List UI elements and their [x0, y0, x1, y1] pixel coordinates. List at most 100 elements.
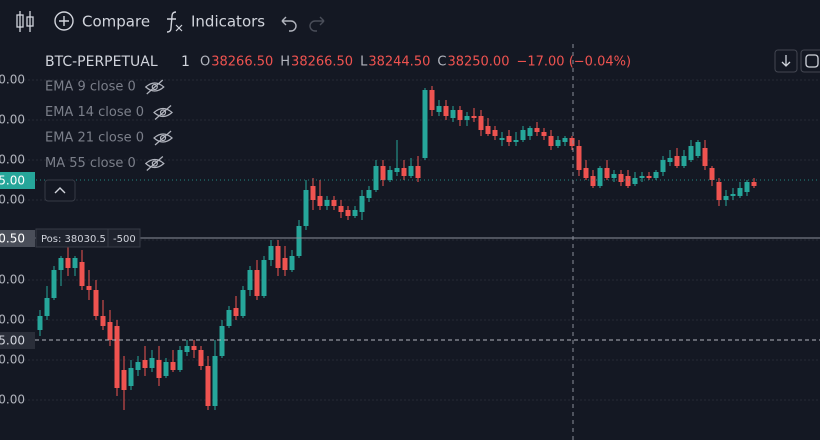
eye-off-icon — [146, 79, 164, 95]
candle-body — [625, 176, 631, 186]
fullscreen-icon — [805, 54, 819, 68]
candle-body — [163, 362, 169, 376]
candle-body — [422, 90, 428, 158]
candle-body — [716, 182, 722, 200]
interval: 1 — [181, 54, 190, 70]
candle-body — [555, 140, 561, 146]
candle-body — [72, 258, 78, 268]
candle-body — [604, 168, 610, 178]
candle-body — [576, 146, 582, 170]
position_line-label: 38235.00 — [0, 334, 25, 348]
candle-body — [520, 130, 526, 140]
indicator-label: EMA 9 close 0 — [45, 80, 136, 95]
candle-body — [296, 226, 302, 256]
eye-off-icon — [159, 109, 167, 116]
eye-off-icon — [151, 83, 158, 91]
redo-button[interactable] — [309, 16, 325, 32]
collapse-button[interactable] — [44, 179, 76, 202]
candle-body — [667, 158, 673, 162]
legend-key: L — [360, 55, 368, 70]
candle-body — [737, 188, 743, 196]
candle-body — [464, 116, 470, 120]
last_price-badge — [0, 172, 35, 189]
indicators-icon — [175, 24, 183, 32]
legend-key: C — [437, 55, 446, 70]
candle-body — [142, 360, 148, 368]
candle-body — [471, 116, 477, 118]
candle-body — [695, 142, 701, 156]
indicators-button[interactable]: Indicators — [166, 11, 265, 33]
candle-body — [590, 176, 596, 186]
legend-value: 38244.50 — [368, 55, 430, 70]
candle-body — [513, 140, 519, 142]
candle-body — [282, 258, 288, 270]
candle-body — [702, 148, 708, 166]
candle-body — [170, 362, 176, 370]
candle-body — [527, 128, 533, 136]
legend: BTC-PERPETUAL 1 O 38266.50 H 38266.50 L 38244… — [45, 54, 631, 171]
candle-body — [408, 166, 414, 176]
undo-button[interactable] — [281, 16, 297, 32]
candle-body — [128, 368, 134, 386]
fullscreen-button[interactable] — [800, 49, 820, 73]
candle-body — [65, 258, 71, 268]
chart-type-button[interactable] — [16, 11, 34, 32]
candle-body — [212, 356, 218, 406]
scroll-icon — [781, 55, 791, 67]
eye-off-icon — [146, 156, 164, 171]
y-tick-label: 38220.00 — [0, 393, 25, 407]
visibility-toggle[interactable] — [153, 105, 173, 120]
legend-value: 38266.50 — [211, 55, 273, 70]
candle-body — [44, 298, 50, 316]
candle-body — [331, 200, 337, 206]
candle-body — [366, 190, 372, 198]
candle-body — [100, 316, 106, 326]
crosshair-label: 38260.50 — [0, 232, 25, 246]
candle-body — [681, 156, 687, 166]
candle-body — [275, 246, 281, 268]
crosshair-badge — [0, 230, 35, 247]
visibility-toggle[interactable] — [144, 79, 165, 95]
visibility-toggle[interactable] — [153, 130, 173, 146]
y-tick-label: 38240.00 — [0, 313, 25, 327]
candle-body — [415, 166, 421, 178]
candle-body — [443, 106, 449, 116]
candle-body — [156, 360, 162, 378]
candle-body — [583, 168, 589, 178]
candle-body — [233, 308, 239, 316]
position_line-badge — [0, 332, 35, 349]
position-qty-box — [107, 228, 141, 248]
candle-body — [310, 186, 316, 200]
candle-body — [401, 168, 407, 176]
candle-body — [660, 160, 666, 172]
candle-body — [149, 358, 155, 368]
candle-body — [611, 174, 617, 178]
indicators-icon — [166, 11, 177, 33]
candle-body — [240, 290, 246, 316]
candle-body — [478, 116, 484, 130]
visibility-toggle[interactable] — [144, 156, 165, 171]
candle-body — [135, 362, 141, 370]
candle-body — [723, 196, 729, 200]
scroll-button[interactable] — [774, 49, 798, 73]
candle-body — [744, 182, 750, 192]
y-tick-label: 38300.00 — [0, 73, 25, 87]
position-tag: Pos: 38030.5 -500 — [35, 228, 141, 248]
symbol: BTC-PERPETUAL — [45, 54, 158, 70]
candle-body — [646, 176, 652, 178]
eye-off-icon — [159, 134, 167, 142]
candle-body — [184, 346, 190, 352]
candle-body — [289, 256, 295, 270]
y-tick-label: 38250.00 — [0, 273, 25, 287]
plot-area — [0, 79, 820, 410]
position-qty: -500 — [113, 234, 136, 245]
compare-label: Compare — [82, 13, 150, 31]
compare-button[interactable]: Compare — [54, 11, 150, 31]
collapse-box — [44, 179, 76, 202]
candle-body — [562, 138, 568, 142]
candle-body — [268, 246, 274, 260]
last_price-label: 38275.00 — [0, 174, 25, 188]
candle-body — [191, 346, 197, 350]
candle-body — [198, 350, 204, 366]
